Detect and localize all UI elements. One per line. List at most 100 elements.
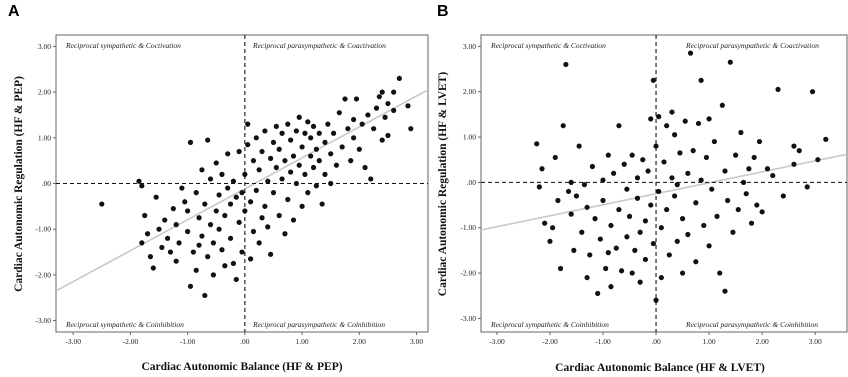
panel-b-point	[815, 157, 821, 163]
panel-a-point	[373, 105, 380, 111]
panel-a-x-tick-label: 2.00	[353, 337, 366, 346]
panel-b-point	[571, 247, 577, 253]
panel-b-y-tick-label: -3.00	[460, 314, 476, 323]
panel-b-point	[706, 243, 712, 249]
panel-b-point	[600, 177, 606, 183]
panel-a-point	[216, 192, 222, 198]
panel-a-point	[199, 233, 205, 239]
panel-b-point	[592, 216, 598, 222]
panel-a-point	[265, 178, 271, 184]
panel-b-point	[634, 195, 641, 201]
panel-b-point	[738, 129, 744, 136]
panel-b-point	[648, 116, 654, 122]
panel-b-point	[650, 240, 656, 247]
panel-b-point	[653, 143, 659, 149]
panel-a-y-axis-label: Cardiac Autonomic Regulation (HF & PEP)	[13, 76, 25, 292]
panel-a-point	[262, 203, 268, 209]
panel-b-x-tick-label: -3.00	[489, 337, 505, 346]
panel-b-x-tick-label: -1.00	[595, 337, 611, 346]
panel-b-point	[642, 218, 649, 224]
panel-a-point	[293, 180, 299, 187]
panel-a-point	[279, 176, 285, 182]
panel-a-point	[205, 254, 211, 260]
panel-a-point	[279, 130, 285, 136]
panel-a-point	[302, 171, 308, 177]
panel-a-point	[270, 190, 277, 196]
panel-b-point	[682, 118, 688, 124]
panel-a-point	[247, 199, 254, 205]
panel-a-x-tick-label: -3.00	[65, 337, 81, 346]
panel-b-point	[632, 247, 638, 253]
panel-a-point	[351, 116, 357, 123]
panel-b-point	[555, 197, 561, 204]
panel-b-point	[722, 168, 728, 174]
panel-b-fit-line	[481, 153, 847, 231]
panel-b-point	[796, 148, 802, 154]
panel-a-point	[322, 139, 328, 145]
panel-a-point	[313, 183, 319, 189]
panel-b-point	[722, 288, 728, 294]
panel-a-point	[222, 263, 228, 269]
panel-b-point	[568, 211, 574, 217]
panel-a-point	[202, 201, 208, 207]
panel-a-point	[310, 123, 317, 129]
panel-b-point	[624, 234, 630, 240]
panel-a-point	[299, 203, 305, 209]
panel-a-point	[242, 171, 248, 177]
panel-b-point	[648, 202, 654, 208]
panel-b-point	[534, 141, 540, 147]
panel-b-point	[618, 268, 625, 274]
panel-b-point	[727, 59, 733, 65]
panel-a-point	[282, 158, 288, 164]
panel-a-point	[348, 158, 354, 164]
panel-b-quadrant-top-right: Reciprocal parasympathetic & Coactivatio…	[685, 41, 819, 50]
panel-a-point	[173, 258, 179, 264]
panel-b-x-tick-label: 3.00	[809, 337, 822, 346]
panel-b-point	[770, 172, 776, 179]
panel-b-plot-frame	[480, 34, 848, 333]
panel-b-point	[579, 229, 585, 235]
panel-a-point	[265, 224, 271, 230]
panel-a-point	[225, 151, 231, 157]
panel-b-point	[687, 50, 694, 56]
panel-a-point	[153, 194, 159, 200]
panel-b-point	[656, 188, 662, 195]
panel-a-point	[256, 240, 262, 246]
panel-a-point	[213, 160, 219, 166]
panel-b-point	[603, 265, 609, 272]
panel-a-point	[382, 114, 388, 120]
panel-a-point	[345, 126, 351, 132]
panel-b-point	[679, 270, 686, 276]
panel-b-point	[563, 61, 569, 68]
panel-a-point	[193, 190, 199, 196]
panel-a-y-tick-label: -2.00	[35, 270, 51, 279]
panel-b-y-tick-label: -2.00	[460, 269, 476, 278]
panel-a-point	[273, 123, 279, 129]
panel-b-point	[565, 188, 572, 195]
panel-b-point	[733, 152, 739, 158]
panel-a-point	[396, 75, 402, 82]
panel-a-point	[328, 180, 334, 187]
panel-a-point	[219, 247, 225, 253]
panel-b-point	[698, 77, 704, 83]
panel-b-point	[600, 197, 606, 204]
panel-a-point	[353, 96, 360, 102]
panel-a-point	[139, 240, 145, 246]
panel-a-point	[325, 121, 331, 127]
panel-b-point	[775, 86, 781, 93]
panel-a-point	[230, 260, 237, 267]
panel-a-letter: A	[8, 3, 20, 20]
panel-a-x-tick-label: -1.00	[180, 337, 196, 346]
panel-b-point	[616, 206, 622, 213]
panel-b-point	[685, 231, 691, 238]
panel-b-y-tick-label: 2.00	[463, 87, 476, 96]
panel-a-point	[385, 100, 391, 107]
panel-b-point	[605, 250, 611, 256]
panel-b-point	[542, 220, 548, 226]
panel-a-point	[239, 190, 245, 196]
panel-b-point	[764, 166, 771, 172]
panel-b-point	[581, 182, 588, 188]
panel-a-point	[268, 155, 274, 161]
panel-a-point	[156, 226, 162, 232]
panel-b-point	[621, 161, 627, 167]
